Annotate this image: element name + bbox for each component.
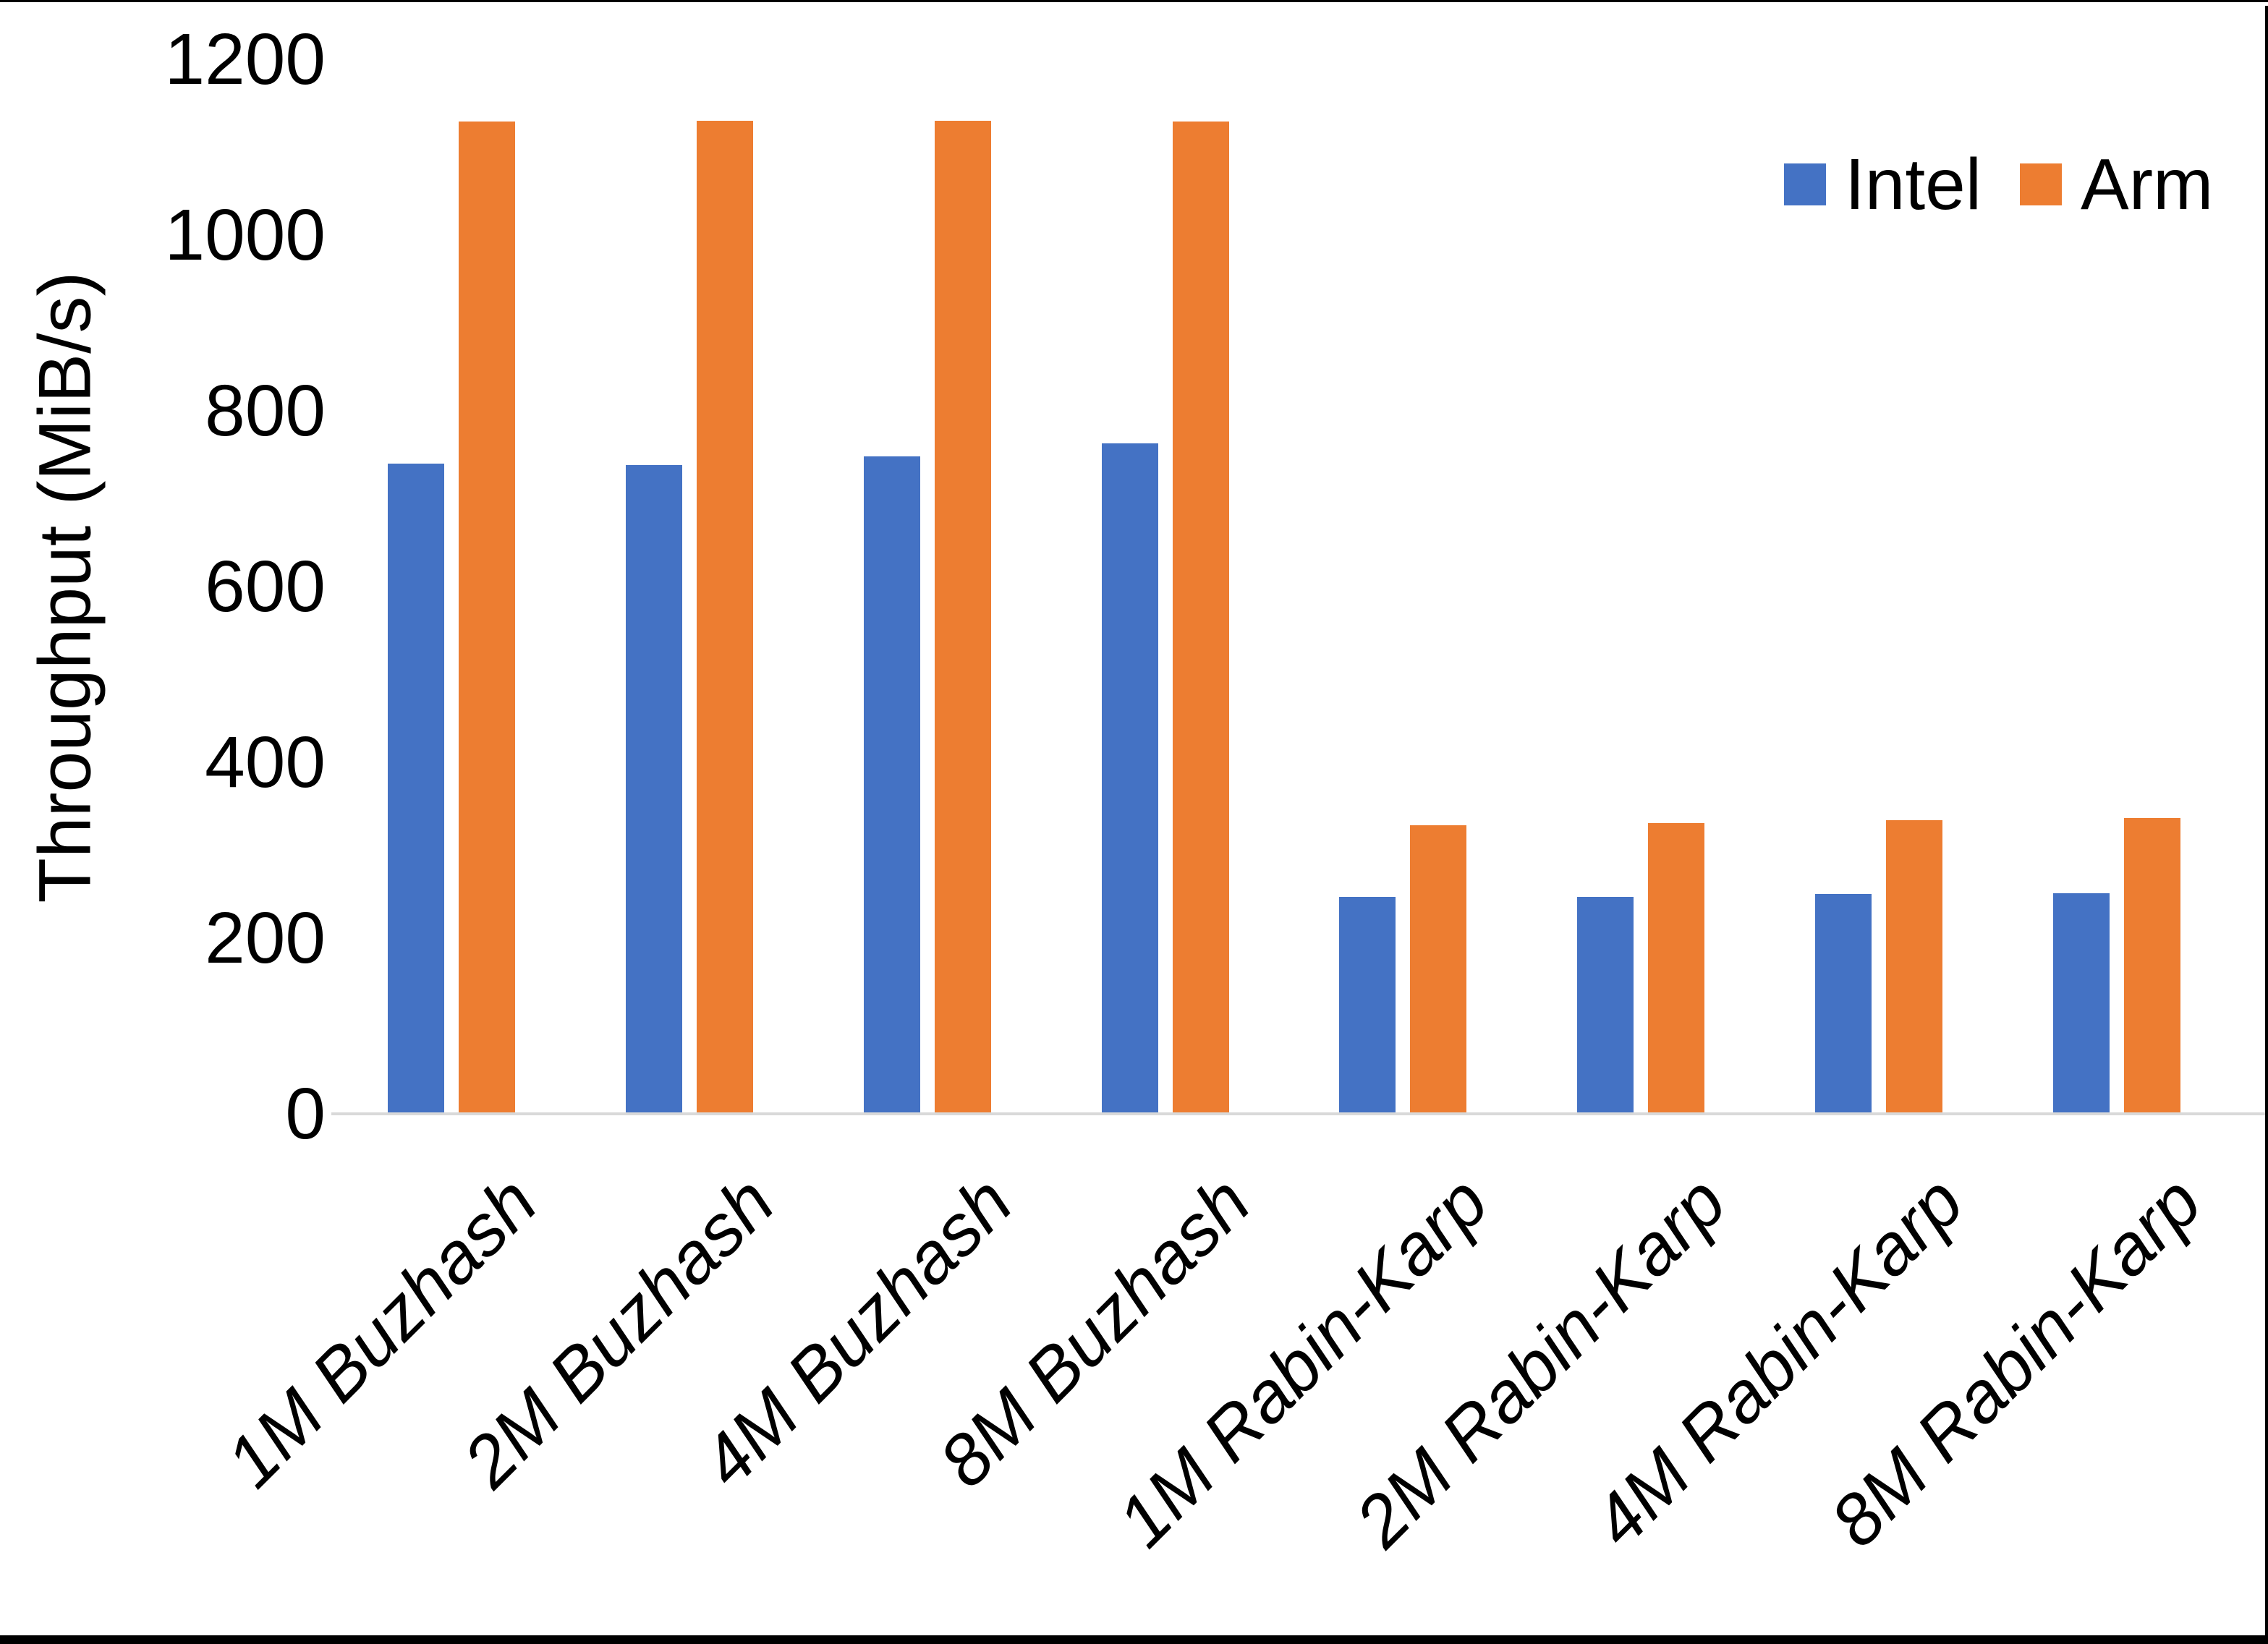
bar-intel-8 (2052, 893, 2110, 1114)
y-tick-800: 800 (205, 370, 326, 451)
bar-intel-3 (863, 456, 920, 1114)
bar-intel-4 (1101, 443, 1158, 1114)
intel-series-swatch (1784, 163, 1826, 205)
page-border-right (2265, 6, 2268, 1644)
y-tick-1000: 1000 (164, 195, 326, 276)
bar-intel-6 (1577, 896, 1634, 1114)
bar-arm-7 (1885, 820, 1942, 1114)
legend-item-intel: Intel (1784, 144, 1982, 225)
legend-label-arm: Arm (2081, 144, 2214, 225)
bar-arm-8 (2123, 817, 2180, 1114)
bar-arm-5 (1410, 825, 1467, 1114)
y-tick-200: 200 (205, 898, 326, 979)
legend-item-arm: Arm (2020, 144, 2214, 225)
bar-arm-1 (459, 122, 516, 1114)
bar-intel-2 (626, 465, 683, 1114)
y-tick-400: 400 (205, 722, 326, 803)
bar-arm-6 (1648, 822, 1705, 1114)
x-axis-line (331, 1112, 2265, 1115)
legend-label-intel: Intel (1845, 144, 1982, 225)
y-tick-0: 0 (285, 1073, 326, 1154)
bar-intel-5 (1339, 896, 1396, 1114)
bar-intel-1 (388, 463, 445, 1114)
page-border-top (0, 0, 2268, 2)
bar-arm-3 (934, 121, 991, 1114)
legend: Intel Arm (0, 144, 2268, 225)
bar-arm-2 (697, 121, 754, 1114)
y-tick-600: 600 (205, 546, 326, 627)
page-border-bottom (0, 1635, 2268, 1644)
bar-arm-4 (1172, 122, 1229, 1114)
bar-intel-7 (1814, 894, 1872, 1114)
y-tick-1200: 1200 (164, 19, 326, 100)
arm-series-swatch (2020, 163, 2062, 205)
